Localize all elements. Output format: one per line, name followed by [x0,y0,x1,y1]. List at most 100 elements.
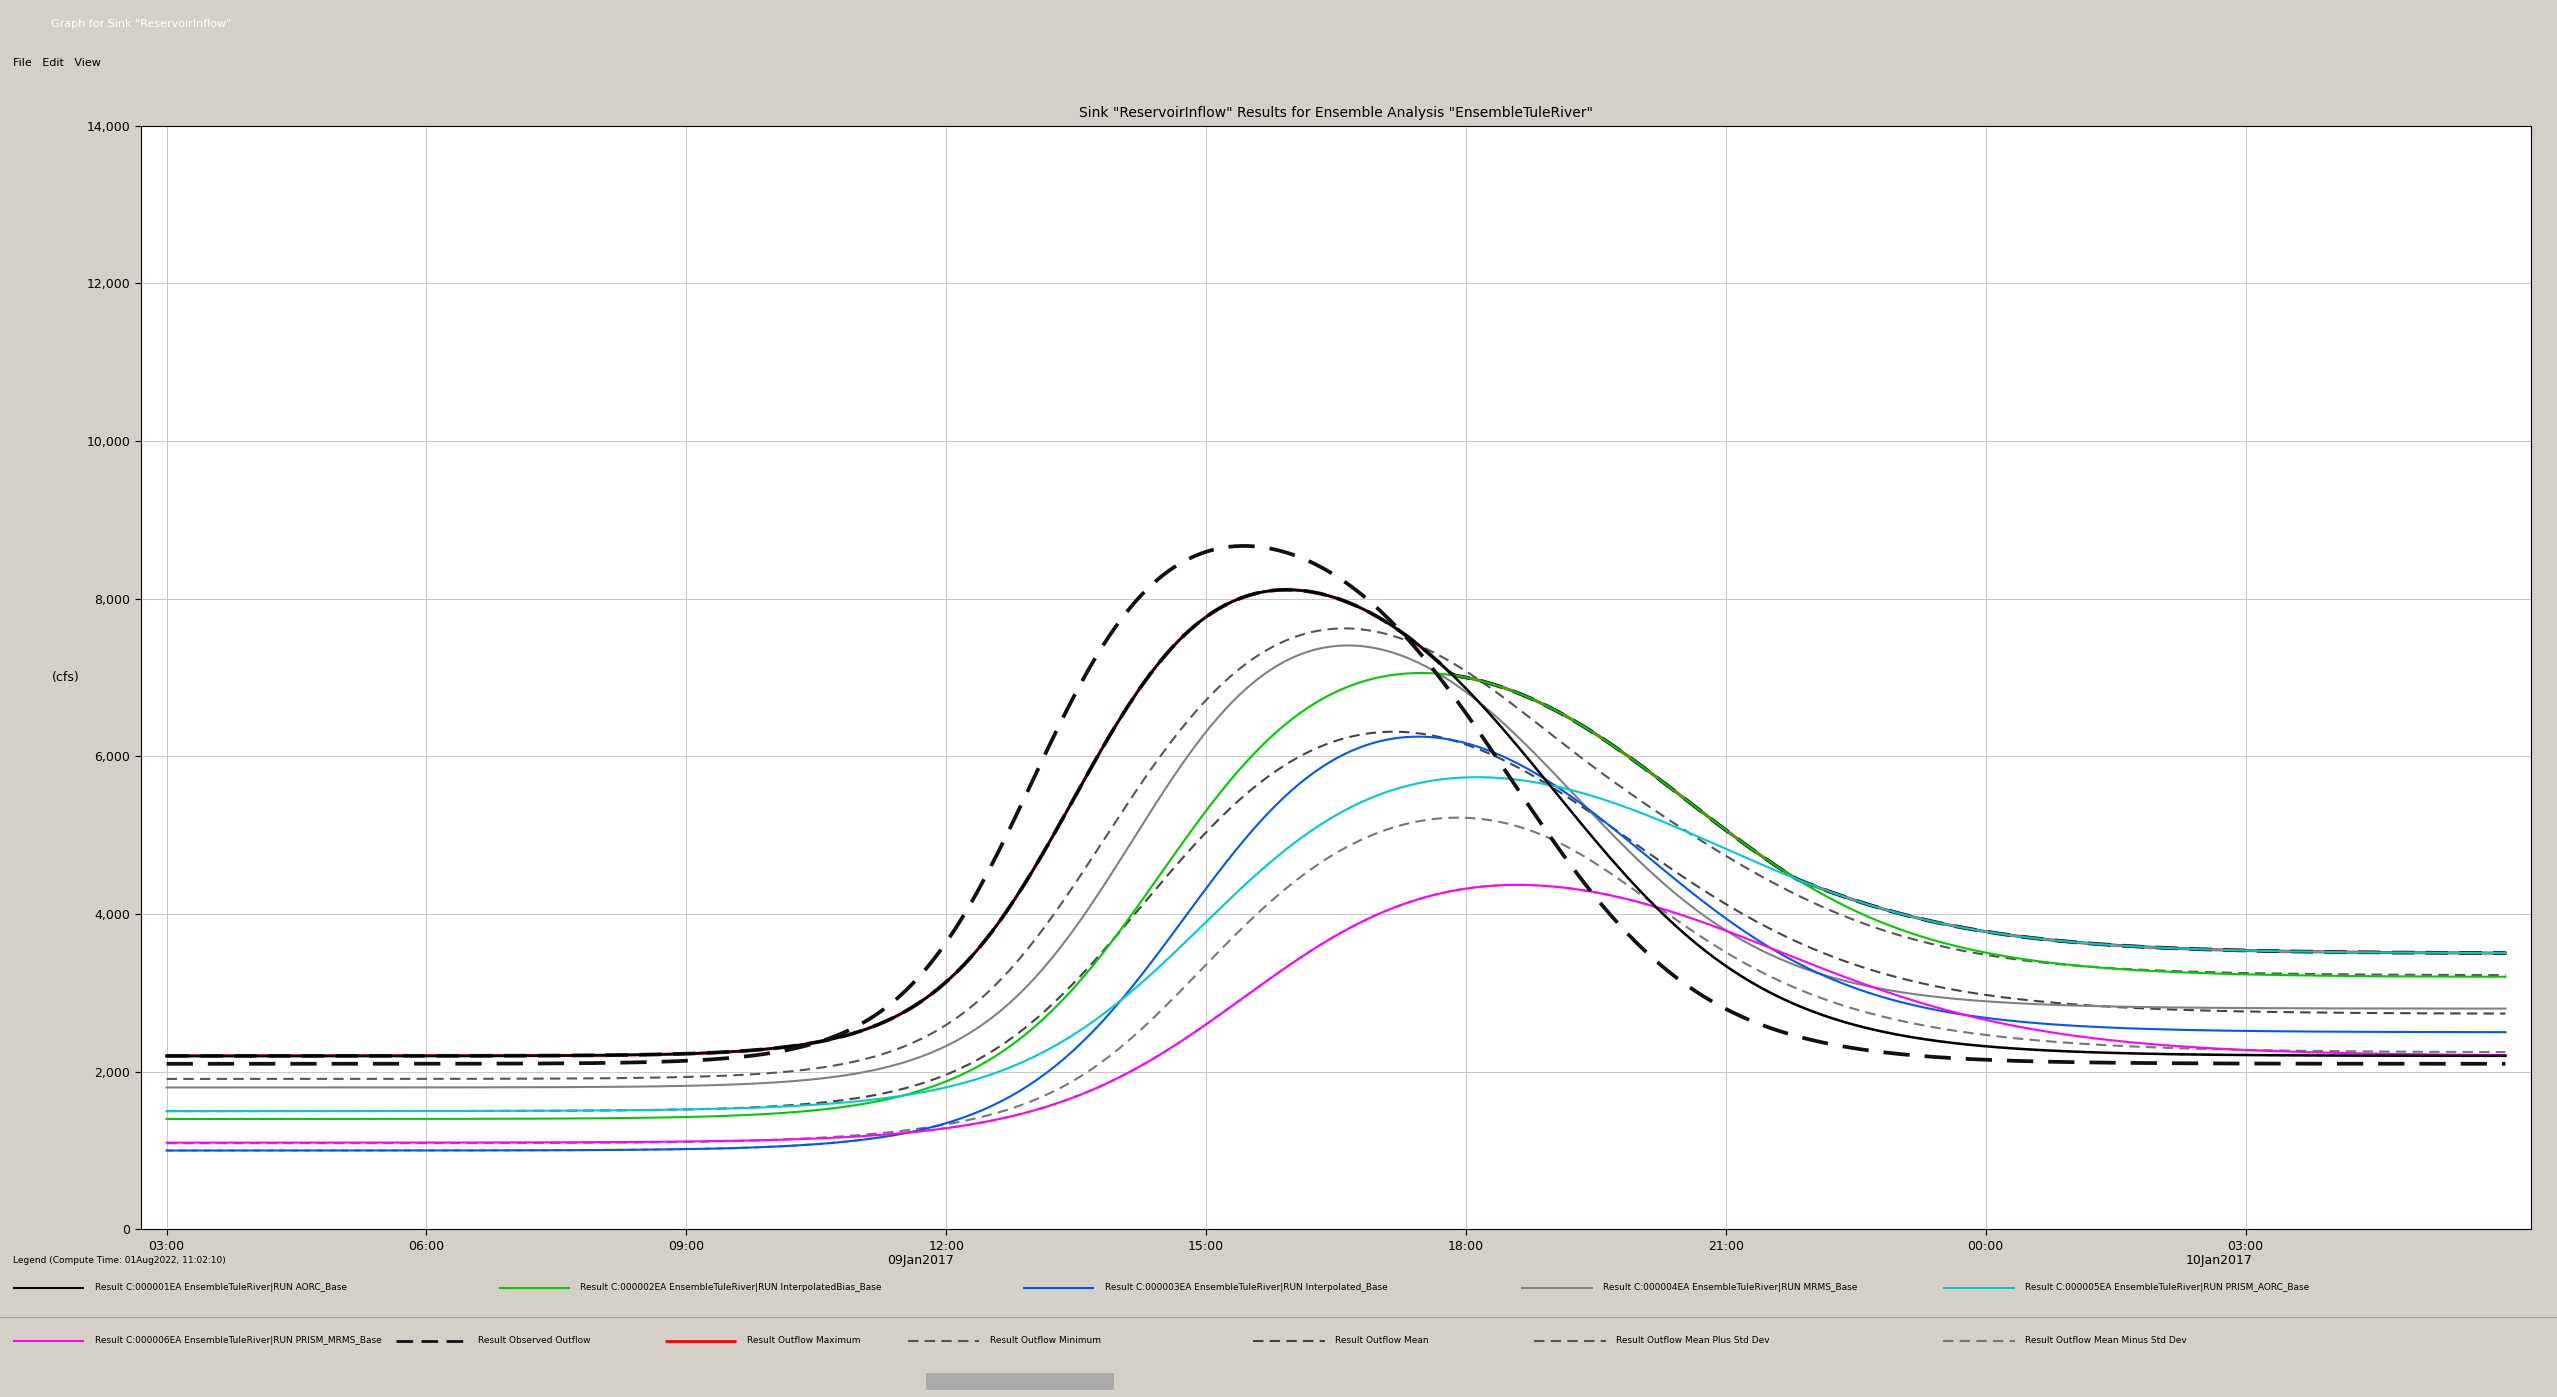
Result Observed Outflow [1281,548,1312,564]
Result C:000003EA EnsembleTuleRiver|RUN Interpolated_Base [1422,729,1452,746]
Line: Result C:000001EA EnsembleTuleRiver|RUN AORC_Base: Result C:000001EA EnsembleTuleRiver|RUN … [166,590,2506,1056]
Result C:000003EA EnsembleTuleRiver|RUN Interpolated_Base [2074,1018,2104,1035]
FancyBboxPatch shape [926,1373,1115,1390]
Result Outflow Minimum [1417,887,1447,904]
Result C:000005EA EnsembleTuleRiver|RUN PRISM_AORC_Base [1263,848,1294,865]
Result C:000004EA EnsembleTuleRiver|RUN MRMS_Base [2491,1000,2521,1017]
Result Outflow Mean Plus Std Dev [1547,736,1578,753]
Result Outflow Minimum [1547,879,1578,895]
Result Outflow Mean [2491,1006,2521,1023]
Result Outflow Minimum [1276,956,1307,972]
Result Outflow Minimum [1501,876,1532,893]
Result Outflow Mean Plus Std Dev [2491,967,2521,983]
Text: Result C:000003EA EnsembleTuleRiver|RUN Interpolated_Base: Result C:000003EA EnsembleTuleRiver|RUN … [1105,1284,1388,1292]
Result C:000005EA EnsembleTuleRiver|RUN PRISM_AORC_Base [2491,944,2521,961]
Text: Result Outflow Mean: Result Outflow Mean [1335,1337,1429,1345]
Result Outflow Maximum [1547,707,1578,724]
Result Outflow Maximum (stat) [1263,581,1294,598]
Text: Graph for Sink "ReservoirInflow": Graph for Sink "ReservoirInflow" [51,20,233,29]
Text: Result C:000001EA EnsembleTuleRiver|RUN AORC_Base: Result C:000001EA EnsembleTuleRiver|RUN … [95,1284,348,1292]
Text: Result Outflow Mean Plus Std Dev: Result Outflow Mean Plus Std Dev [1616,1337,1769,1345]
Result Outflow Minimum [1263,965,1294,982]
Text: Result Outflow Mean Minus Std Dev: Result Outflow Mean Minus Std Dev [2025,1337,2186,1345]
Result C:000001EA EnsembleTuleRiver|RUN AORC_Base [1281,581,1312,598]
Result Outflow Maximum (stat) [1547,707,1578,724]
Result Outflow Maximum [1422,652,1452,669]
Result C:000003EA EnsembleTuleRiver|RUN Interpolated_Base [1276,782,1307,799]
Result C:000006EA EnsembleTuleRiver|RUN PRISM_MRMS_Base [1417,887,1447,904]
Title: Sink "ReservoirInflow" Results for Ensemble Analysis "EnsembleTuleRiver": Sink "ReservoirInflow" Results for Ensem… [1079,106,1593,120]
Line: Result C:000003EA EnsembleTuleRiver|RUN Interpolated_Base: Result C:000003EA EnsembleTuleRiver|RUN … [166,736,2506,1151]
Result Outflow Mean Minus Std Dev [1440,809,1470,826]
Result Observed Outflow [151,1055,182,1071]
Result C:000004EA EnsembleTuleRiver|RUN MRMS_Base [1332,637,1363,654]
Result C:000003EA EnsembleTuleRiver|RUN Interpolated_Base [1547,782,1578,799]
Result Observed Outflow [1547,847,1578,863]
Result Outflow Mean Minus Std Dev [1547,837,1578,854]
Result C:000003EA EnsembleTuleRiver|RUN Interpolated_Base [1263,795,1294,812]
Result Outflow Minimum [2439,1048,2470,1065]
Result Outflow Maximum (stat) [1422,652,1452,669]
Result C:000006EA EnsembleTuleRiver|RUN PRISM_MRMS_Base [2439,1046,2470,1063]
Result Outflow Maximum [1263,581,1294,598]
Text: 09Jan2017: 09Jan2017 [887,1255,954,1267]
Result C:000002EA EnsembleTuleRiver|RUN InterpolatedBias_Base [2439,968,2470,985]
Result C:000004EA EnsembleTuleRiver|RUN MRMS_Base [2074,997,2104,1014]
Result C:000005EA EnsembleTuleRiver|RUN PRISM_AORC_Base [1463,768,1493,785]
Text: Result C:000006EA EnsembleTuleRiver|RUN PRISM_MRMS_Base: Result C:000006EA EnsembleTuleRiver|RUN … [95,1337,381,1345]
Result Outflow Maximum (stat) [1281,581,1312,598]
Result C:000003EA EnsembleTuleRiver|RUN Interpolated_Base [2491,1024,2521,1041]
Line: Result Observed Outflow: Result Observed Outflow [166,546,2506,1063]
Line: Result Outflow Minimum: Result Outflow Minimum [166,884,2506,1151]
Result Observed Outflow [2074,1053,2104,1070]
Result Outflow Maximum [2074,935,2104,951]
Result C:000002EA EnsembleTuleRiver|RUN InterpolatedBias_Base [151,1111,182,1127]
Result Outflow Mean Minus Std Dev [1276,876,1307,893]
Result C:000006EA EnsembleTuleRiver|RUN PRISM_MRMS_Base [2491,1046,2521,1063]
Result C:000003EA EnsembleTuleRiver|RUN Interpolated_Base [2439,1024,2470,1041]
Result C:000005EA EnsembleTuleRiver|RUN PRISM_AORC_Base [1547,780,1578,796]
Result Outflow Mean Minus Std Dev [2074,1035,2104,1052]
Result Outflow Maximum [2491,944,2521,961]
Result Outflow Maximum (stat) [2439,944,2470,961]
Result C:000002EA EnsembleTuleRiver|RUN InterpolatedBias_Base [1406,665,1437,682]
Result C:000001EA EnsembleTuleRiver|RUN AORC_Base [151,1048,182,1065]
Result Outflow Mean Minus Std Dev [2491,1044,2521,1060]
Line: Result C:000002EA EnsembleTuleRiver|RUN InterpolatedBias_Base: Result C:000002EA EnsembleTuleRiver|RUN … [166,673,2506,1119]
Result C:000005EA EnsembleTuleRiver|RUN PRISM_AORC_Base [151,1102,182,1119]
Result C:000006EA EnsembleTuleRiver|RUN PRISM_MRMS_Base [1263,965,1294,982]
Result Outflow Minimum [2491,1048,2521,1065]
Result C:000004EA EnsembleTuleRiver|RUN MRMS_Base [1276,650,1307,666]
Line: Result Outflow Maximum: Result Outflow Maximum [166,590,2506,1056]
Result C:000001EA EnsembleTuleRiver|RUN AORC_Base [1263,581,1294,598]
Result Outflow Mean Minus Std Dev [1417,810,1447,827]
Text: Result C:000002EA EnsembleTuleRiver|RUN InterpolatedBias_Base: Result C:000002EA EnsembleTuleRiver|RUN … [580,1284,882,1292]
Line: Result C:000005EA EnsembleTuleRiver|RUN PRISM_AORC_Base: Result C:000005EA EnsembleTuleRiver|RUN … [166,777,2506,1111]
Y-axis label: (cfs): (cfs) [51,671,79,685]
Result C:000001EA EnsembleTuleRiver|RUN AORC_Base [2491,1048,2521,1065]
Result C:000006EA EnsembleTuleRiver|RUN PRISM_MRMS_Base [2074,1030,2104,1046]
Result C:000006EA EnsembleTuleRiver|RUN PRISM_MRMS_Base [151,1134,182,1151]
Text: Result Outflow Maximum: Result Outflow Maximum [747,1337,859,1345]
Result C:000001EA EnsembleTuleRiver|RUN AORC_Base [2074,1044,2104,1060]
Line: Result Outflow Maximum (stat): Result Outflow Maximum (stat) [166,590,2506,1056]
Result C:000001EA EnsembleTuleRiver|RUN AORC_Base [2439,1048,2470,1065]
Result C:000005EA EnsembleTuleRiver|RUN PRISM_AORC_Base [1417,773,1447,789]
Result Outflow Mean Minus Std Dev [1263,887,1294,904]
Text: Result Observed Outflow: Result Observed Outflow [478,1337,591,1345]
Text: Result C:000004EA EnsembleTuleRiver|RUN MRMS_Base: Result C:000004EA EnsembleTuleRiver|RUN … [1603,1284,1856,1292]
Result C:000004EA EnsembleTuleRiver|RUN MRMS_Base [1547,775,1578,792]
Result Outflow Mean [2439,1004,2470,1021]
Result Outflow Mean Minus Std Dev [2439,1044,2470,1060]
Text: Legend (Compute Time: 01Aug2022, 11:02:10): Legend (Compute Time: 01Aug2022, 11:02:1… [13,1256,225,1264]
Result Outflow Mean [1263,761,1294,778]
Line: Result Outflow Mean: Result Outflow Mean [166,732,2506,1111]
Result C:000001EA EnsembleTuleRiver|RUN AORC_Base [1422,652,1452,669]
Result C:000004EA EnsembleTuleRiver|RUN MRMS_Base [1422,664,1452,680]
Result C:000002EA EnsembleTuleRiver|RUN InterpolatedBias_Base [1547,707,1578,724]
Result C:000005EA EnsembleTuleRiver|RUN PRISM_AORC_Base [2439,944,2470,961]
Result C:000003EA EnsembleTuleRiver|RUN Interpolated_Base [1404,728,1434,745]
Result Outflow Minimum [151,1143,182,1160]
Result Outflow Mean [1422,728,1452,745]
Result Outflow Mean [151,1102,182,1119]
